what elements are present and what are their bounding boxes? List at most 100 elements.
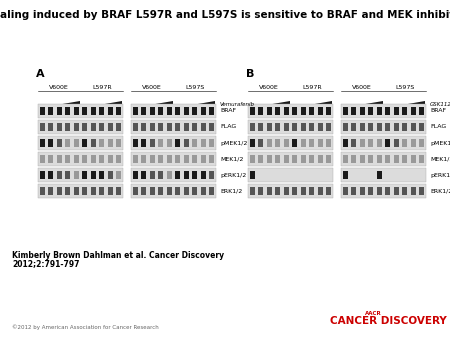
Bar: [410, 139, 416, 147]
Bar: [175, 187, 180, 195]
Bar: [90, 187, 96, 195]
Text: L597S: L597S: [395, 85, 414, 90]
Bar: [131, 184, 216, 198]
Bar: [341, 104, 426, 118]
Bar: [419, 155, 424, 163]
Bar: [116, 187, 122, 195]
Text: GSK1120212: GSK1120212: [430, 102, 450, 107]
Bar: [99, 155, 104, 163]
Bar: [133, 155, 138, 163]
Bar: [108, 107, 113, 115]
Bar: [158, 139, 163, 147]
Polygon shape: [384, 101, 425, 108]
Bar: [318, 139, 323, 147]
Text: L597R: L597R: [302, 85, 322, 90]
Bar: [40, 187, 45, 195]
Bar: [377, 171, 382, 179]
Bar: [360, 139, 365, 147]
Bar: [57, 107, 62, 115]
Bar: [38, 136, 123, 150]
Bar: [184, 139, 189, 147]
Bar: [82, 107, 87, 115]
Bar: [90, 123, 96, 131]
Bar: [351, 187, 356, 195]
Bar: [209, 187, 214, 195]
Text: L597S: L597S: [185, 85, 204, 90]
Bar: [141, 107, 146, 115]
Bar: [82, 171, 87, 179]
Bar: [292, 123, 297, 131]
Bar: [192, 107, 198, 115]
Bar: [192, 123, 198, 131]
Bar: [133, 139, 138, 147]
Bar: [368, 155, 373, 163]
Bar: [301, 123, 306, 131]
Bar: [394, 139, 399, 147]
Text: FLAG: FLAG: [430, 124, 446, 129]
Bar: [40, 155, 45, 163]
Bar: [175, 123, 180, 131]
Bar: [284, 187, 289, 195]
Bar: [309, 123, 315, 131]
Bar: [292, 107, 297, 115]
Bar: [341, 152, 426, 166]
Bar: [360, 187, 365, 195]
Bar: [108, 139, 113, 147]
Bar: [275, 139, 280, 147]
Bar: [108, 155, 113, 163]
Bar: [184, 123, 189, 131]
Bar: [90, 171, 96, 179]
Bar: [166, 187, 172, 195]
Bar: [65, 123, 70, 131]
Bar: [48, 187, 54, 195]
Bar: [38, 120, 123, 134]
Bar: [133, 187, 138, 195]
Bar: [99, 123, 104, 131]
Bar: [275, 107, 280, 115]
Bar: [326, 187, 331, 195]
Bar: [65, 155, 70, 163]
Text: ERK1/2: ERK1/2: [430, 189, 450, 193]
Polygon shape: [132, 101, 172, 108]
Bar: [258, 187, 263, 195]
Bar: [149, 187, 155, 195]
Bar: [40, 171, 45, 179]
Text: L597R: L597R: [92, 85, 112, 90]
Bar: [48, 123, 54, 131]
Bar: [258, 107, 263, 115]
Bar: [166, 107, 172, 115]
Bar: [184, 187, 189, 195]
Polygon shape: [39, 101, 80, 108]
Bar: [209, 123, 214, 131]
Bar: [133, 107, 138, 115]
Bar: [385, 107, 391, 115]
Bar: [341, 120, 426, 134]
Bar: [360, 155, 365, 163]
Bar: [99, 171, 104, 179]
Bar: [166, 155, 172, 163]
Bar: [74, 139, 79, 147]
Text: Vemurafenib: Vemurafenib: [220, 102, 255, 107]
Bar: [394, 187, 399, 195]
Bar: [209, 155, 214, 163]
Bar: [351, 139, 356, 147]
Polygon shape: [175, 101, 215, 108]
Bar: [301, 139, 306, 147]
Bar: [394, 123, 399, 131]
Bar: [74, 123, 79, 131]
Bar: [377, 155, 382, 163]
Bar: [394, 107, 399, 115]
Bar: [385, 139, 391, 147]
Text: MEK1/2: MEK1/2: [220, 156, 243, 162]
Bar: [419, 139, 424, 147]
Bar: [326, 123, 331, 131]
Bar: [141, 155, 146, 163]
Text: FLAG: FLAG: [220, 124, 236, 129]
Bar: [377, 107, 382, 115]
Bar: [74, 155, 79, 163]
Bar: [209, 171, 214, 179]
Bar: [57, 171, 62, 179]
Polygon shape: [81, 101, 122, 108]
Bar: [201, 171, 206, 179]
Bar: [368, 107, 373, 115]
